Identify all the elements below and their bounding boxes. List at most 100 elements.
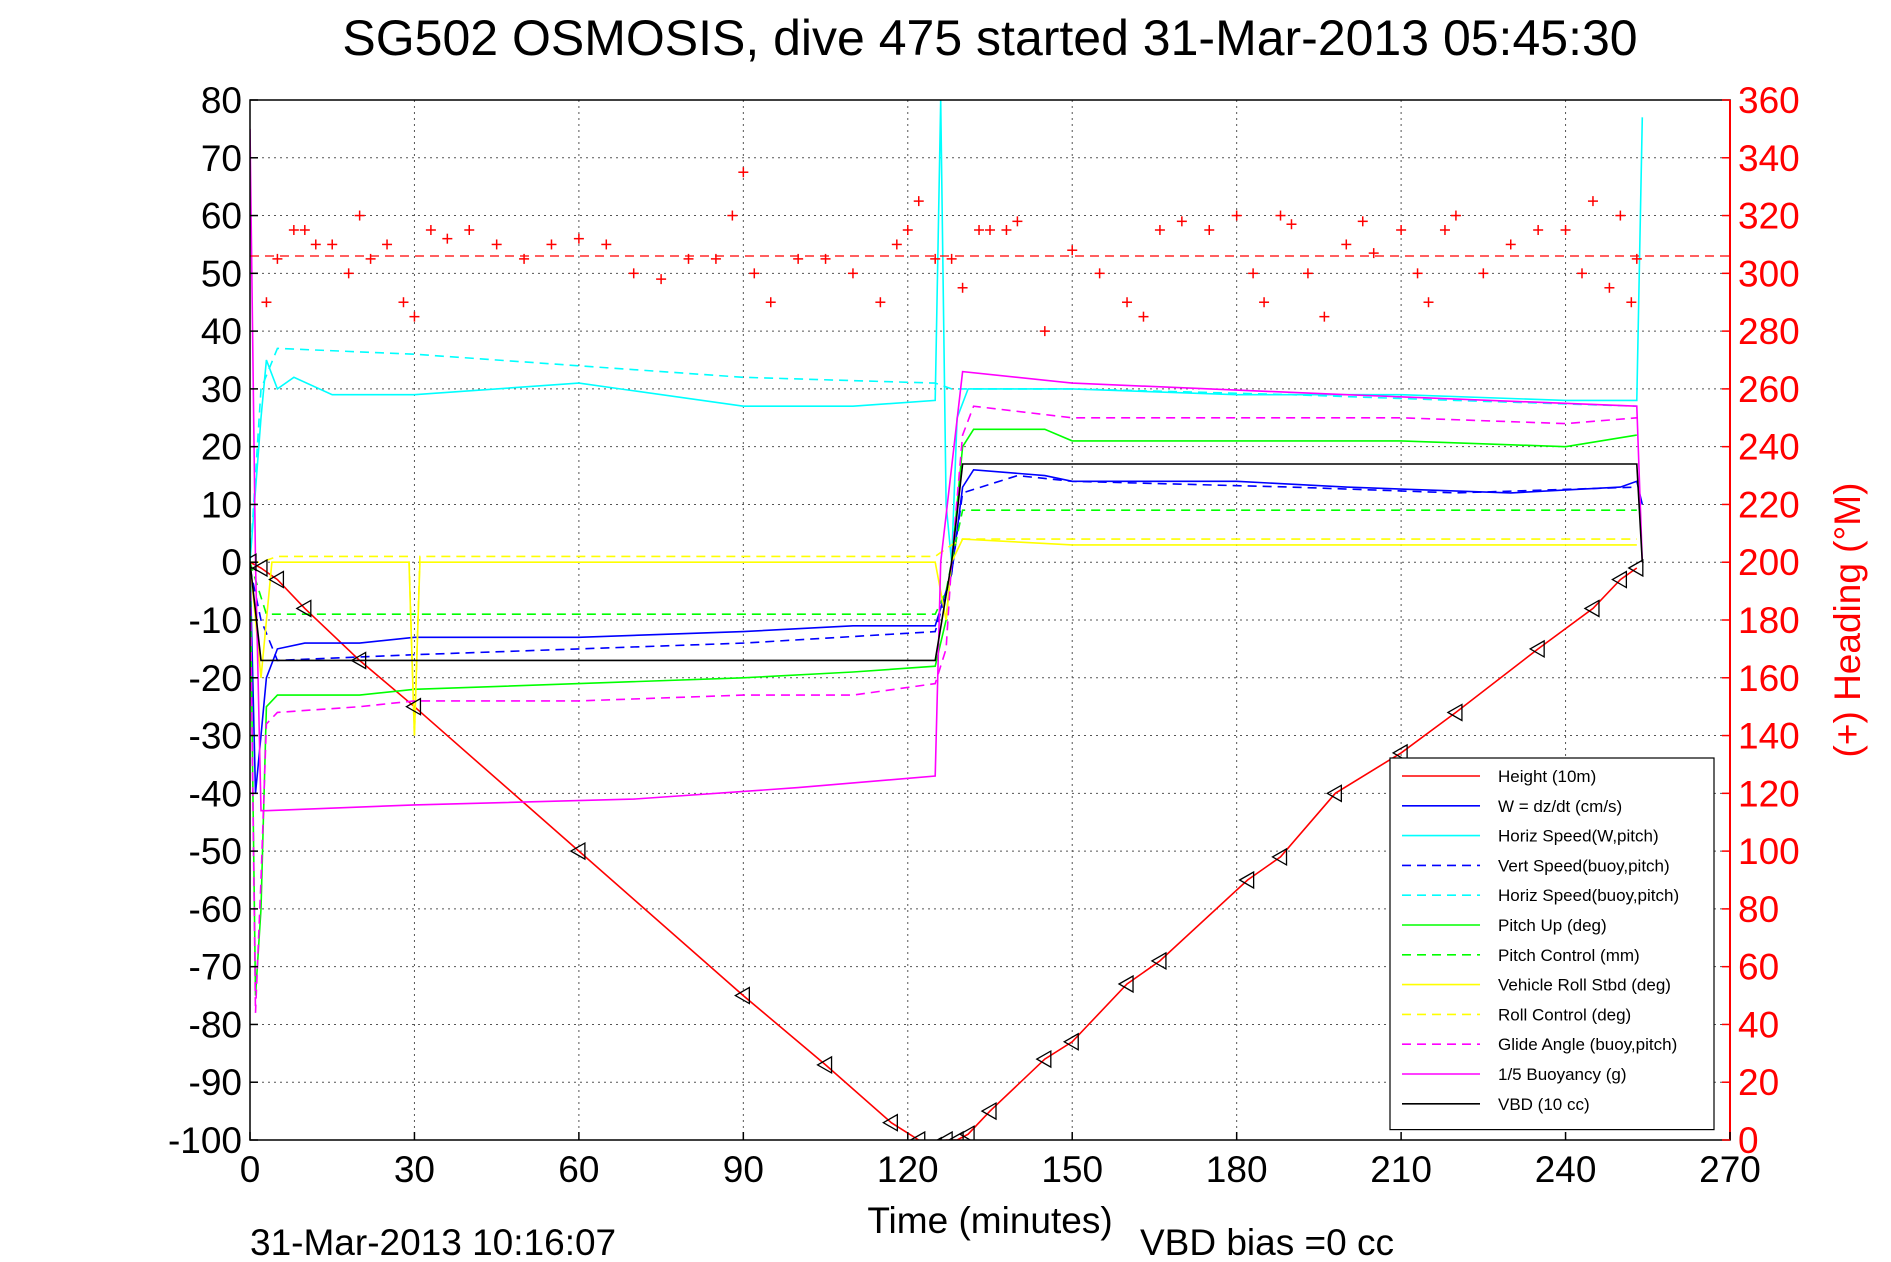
depth-marker	[1117, 974, 1134, 994]
heading-point	[1368, 248, 1379, 259]
heading-point	[749, 268, 760, 279]
heading-point	[1396, 225, 1407, 235]
heading-point	[310, 239, 321, 250]
heading-point	[601, 239, 612, 250]
heading-point	[930, 253, 941, 264]
y-tick-label: 60	[201, 196, 242, 237]
heading-point	[727, 210, 738, 221]
depth-marker	[909, 1130, 926, 1140]
depth-marker	[936, 1130, 953, 1140]
y2-tick-label: 60	[1738, 947, 1779, 988]
heading-point	[1039, 326, 1050, 337]
heading-point	[1259, 297, 1270, 308]
y-tick-label: -100	[168, 1120, 242, 1161]
y-tick-label: -20	[189, 658, 242, 699]
depth-marker	[958, 1125, 975, 1140]
heading-point	[1341, 239, 1352, 250]
heading-point	[1587, 196, 1598, 207]
series-line-8	[250, 538, 1637, 736]
y2-tick-label: 320	[1738, 196, 1800, 237]
y2-tick-label: 160	[1738, 658, 1800, 699]
heading-point	[946, 253, 957, 264]
y-tick-label: 20	[201, 427, 242, 468]
heading-point	[1275, 210, 1286, 221]
heading-point	[1122, 297, 1133, 308]
y2-tick-label: 20	[1738, 1062, 1779, 1103]
heading-point	[1286, 219, 1297, 230]
y-tick-label: -80	[189, 1004, 242, 1045]
legend-box	[1389, 757, 1715, 1131]
heading-point	[464, 225, 475, 235]
chart-title: SG502 OSMOSIS, dive 475 started 31-Mar-2…	[342, 10, 1637, 66]
x-axis: 0 30 60 90 120 150 180 210 240 270	[240, 1132, 1761, 1190]
heading-point	[1176, 216, 1187, 227]
legend-label: Roll Control (deg)	[1498, 1005, 1631, 1024]
heading-point	[409, 311, 420, 322]
y-tick-label: 0	[221, 542, 242, 583]
y-tick-label: 50	[201, 253, 242, 294]
y2-tick-label: 100	[1738, 831, 1800, 872]
heading-point	[891, 239, 902, 250]
heading-point	[974, 225, 985, 235]
series-line-4	[250, 347, 1637, 563]
y2-tick-label: 200	[1738, 542, 1800, 583]
heading-point	[847, 268, 858, 279]
y2-tick-label: 260	[1738, 369, 1800, 410]
footer-vbd-bias: VBD bias =0 cc	[1140, 1222, 1394, 1262]
heading-point	[1533, 225, 1544, 235]
depth-marker	[350, 651, 367, 670]
y2-tick-label: 280	[1738, 311, 1800, 352]
depth-marker	[251, 558, 268, 578]
series-line-10	[250, 128, 1644, 812]
heading-point	[1302, 268, 1313, 279]
y-tick-label: -90	[189, 1062, 242, 1103]
depth-marker	[1446, 703, 1463, 722]
heading-point	[1478, 268, 1489, 279]
y-tick-label: 10	[201, 484, 242, 525]
depth-marker	[1391, 743, 1408, 763]
depth-marker	[1583, 599, 1600, 618]
heading-series	[250, 167, 1730, 337]
x-tick-label: 180	[1206, 1149, 1268, 1190]
heading-point	[985, 225, 995, 235]
depth-marker	[1528, 639, 1545, 659]
depth-marker	[816, 1055, 833, 1075]
legend-label: Horiz Speed(W,pitch)	[1498, 827, 1659, 846]
depth-marker	[1238, 870, 1255, 890]
y-tick-label: 30	[201, 369, 242, 410]
heading-point	[1067, 245, 1078, 256]
heading-point	[1154, 225, 1165, 235]
y-axis-left: 80 70 60 50 40 30 20 10 0 -10 -20 -30 -40 -50 -60 -70 -8…	[168, 80, 258, 1161]
legend-label: Pitch Control (mm)	[1498, 946, 1640, 965]
depth-marker	[1627, 558, 1644, 578]
depth-marker	[1035, 1049, 1052, 1069]
legend-label: Height (10m)	[1498, 767, 1596, 786]
y-tick-label: 80	[201, 80, 242, 121]
grid-lines	[250, 100, 1730, 1140]
y2-tick-label: 0	[1738, 1120, 1759, 1161]
heading-point	[1001, 225, 1012, 235]
heading-point	[442, 233, 453, 244]
y-tick-label: -50	[189, 831, 242, 872]
heading-point	[398, 297, 409, 308]
legend-label: W = dz/dt (cm/s)	[1498, 797, 1622, 816]
heading-point	[710, 253, 721, 264]
series-line-6	[250, 509, 1637, 616]
legend-label: Vehicle Roll Stbd (deg)	[1498, 976, 1671, 995]
heading-point	[913, 196, 924, 207]
y-tick-label: -60	[189, 889, 242, 930]
heading-point	[820, 253, 831, 264]
x-axis-label: Time (minutes)	[867, 1200, 1112, 1241]
y2-axis-label: (+) Heading (°M)	[1827, 483, 1868, 758]
y-tick-label: -10	[189, 600, 242, 641]
depth-marker	[1326, 784, 1342, 803]
y2-tick-label: 40	[1738, 1004, 1779, 1045]
heading-point	[1357, 216, 1368, 227]
series-layer	[250, 100, 1644, 1140]
heading-point	[546, 239, 557, 250]
heading-point	[425, 225, 436, 235]
heading-point	[1138, 311, 1149, 322]
x-tick-label: 0	[240, 1149, 261, 1190]
heading-point	[382, 239, 393, 250]
heading-point	[1631, 253, 1642, 264]
